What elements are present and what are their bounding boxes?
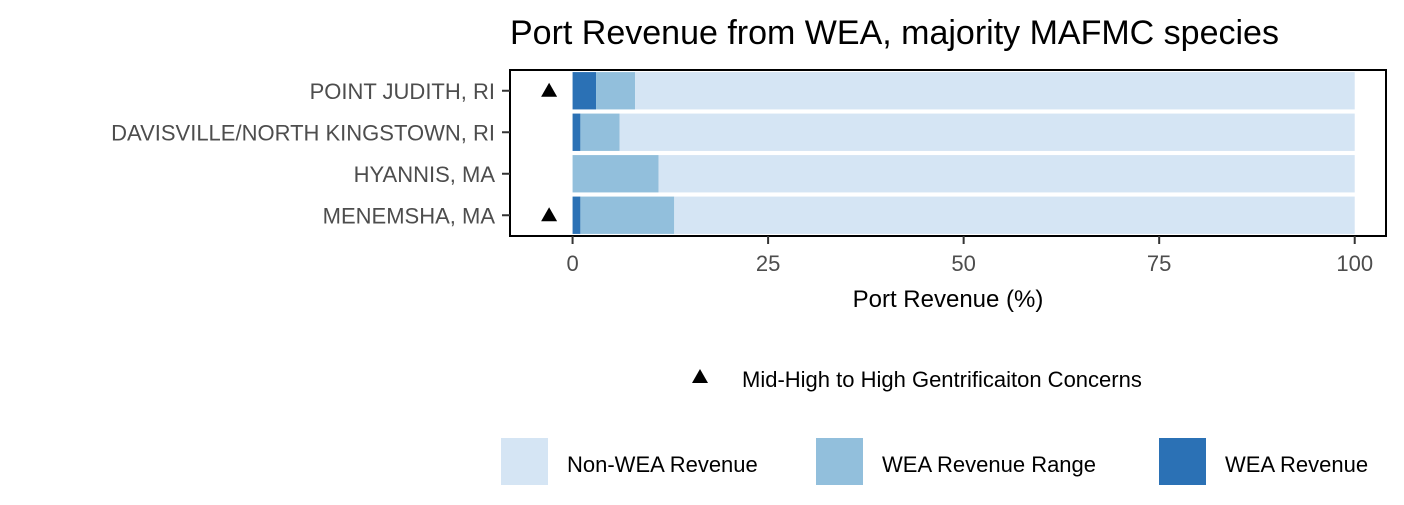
x-axis: 0 25 50 75 100 (566, 236, 1373, 276)
x-tick-label-3: 75 (1147, 251, 1171, 276)
marker-legend-triangle-icon (692, 369, 708, 383)
x-tick-label-0: 0 (566, 251, 578, 276)
legend-key-1 (816, 438, 863, 485)
x-tick-label-1: 25 (756, 251, 780, 276)
bar-segment-3-2 (674, 196, 1355, 234)
bar-segment-3-0 (572, 196, 581, 234)
x-tick-label-4: 100 (1336, 251, 1373, 276)
bar-segment-0-1 (596, 72, 636, 110)
legend-label-1: WEA Revenue Range (882, 452, 1096, 477)
fill-legend: Non-WEA Revenue WEA Revenue Range WEA Reve… (501, 438, 1368, 485)
x-axis-label: Port Revenue (%) (853, 286, 1044, 313)
bar-segment-0-0 (572, 72, 597, 110)
y-tick-label-1: DAVISVILLE/NORTH KINGSTOWN, RI (111, 120, 495, 145)
legend-key-0 (501, 438, 548, 485)
legend-label-0: Non-WEA Revenue (567, 452, 758, 477)
bar-segment-1-2 (619, 113, 1355, 151)
bar-segment-3-1 (580, 196, 675, 234)
plot-panel (509, 69, 1387, 237)
gentrification-marker-1 (541, 207, 558, 222)
markers-layer (541, 82, 558, 222)
bar-segment-0-2 (635, 72, 1355, 110)
marker-legend: Mid-High to High Gentrificaiton Concerns (692, 367, 1142, 392)
chart-title: Port Revenue from WEA, majority MAFMC sp… (510, 14, 1279, 52)
marker-legend-label: Mid-High to High Gentrificaiton Concerns (742, 367, 1142, 392)
legend-key-2 (1159, 438, 1206, 485)
x-tick-label-2: 50 (951, 251, 975, 276)
y-tick-label-3: MENEMSHA, MA (323, 203, 496, 228)
y-axis: POINT JUDITH, RI DAVISVILLE/NORTH KINGSTO… (111, 79, 510, 228)
y-tick-label-0: POINT JUDITH, RI (310, 79, 495, 104)
bar-segment-2-1 (572, 155, 659, 193)
y-tick-label-2: HYANNIS, MA (354, 162, 496, 187)
legend-label-2: WEA Revenue (1225, 452, 1368, 477)
gentrification-marker-0 (541, 82, 558, 97)
bar-segment-1-0 (572, 113, 581, 151)
bar-segment-1-1 (580, 113, 620, 151)
bars-layer (572, 72, 1355, 234)
bar-segment-2-2 (658, 155, 1355, 193)
